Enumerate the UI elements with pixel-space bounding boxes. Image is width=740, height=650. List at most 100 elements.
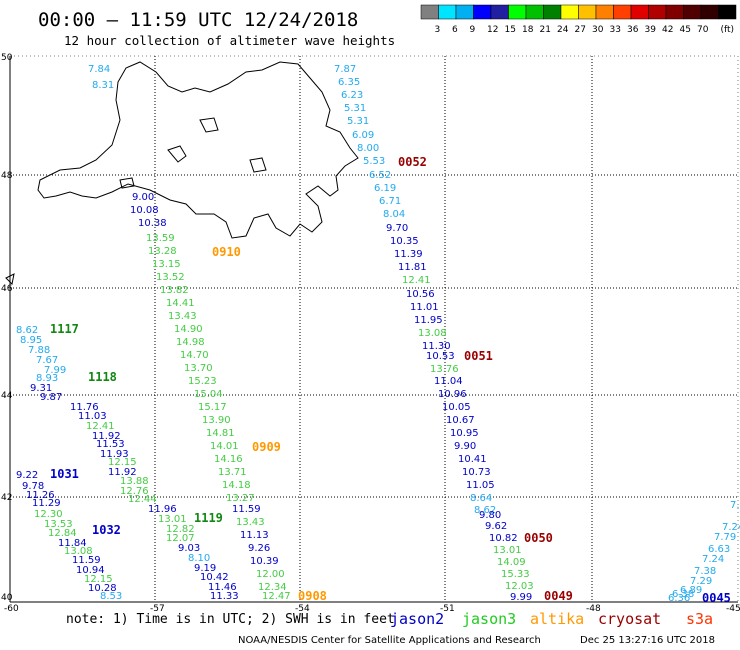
pass-id-label: 0910	[212, 245, 241, 259]
wave-height-label: 6.36	[668, 593, 690, 604]
wave-height-label: 9.26	[248, 543, 270, 554]
wave-height-label: 13.28	[148, 246, 177, 257]
colorbar-swatch	[718, 4, 737, 20]
wave-height-label: 10.96	[438, 389, 467, 400]
page-subtitle: 12 hour collection of altimeter wave hei…	[64, 33, 395, 48]
wave-height-label: 12.07	[166, 533, 195, 544]
wave-height-label: 9.22	[16, 470, 38, 481]
satellite-legend: jason2 jason3 altika cryosat s3a	[390, 610, 713, 628]
lon-label: -48	[586, 604, 601, 614]
wave-height-label: 7.24	[722, 522, 740, 533]
wave-height-label: 13.71	[218, 467, 247, 478]
colorbar-label: 21	[540, 25, 551, 35]
wave-height-label: 11.76	[70, 402, 99, 413]
wave-height-label: 11.53	[96, 439, 125, 450]
wave-height-label: 7.29	[690, 576, 712, 587]
lat-axis-labels: 50 48 46 44 42 40	[1, 53, 13, 603]
wave-height-label: 15.04	[194, 389, 223, 400]
wave-height-label: 9.00	[132, 192, 154, 203]
lon-label: -54	[295, 604, 310, 614]
colorbar-swatch	[420, 4, 439, 20]
wave-height-label: 12.41	[86, 421, 115, 432]
wave-height-label: 7.67	[36, 355, 58, 366]
colorbar-label: 9	[470, 25, 476, 35]
lat-lon-grid	[9, 55, 739, 603]
colorbar-swatch	[648, 4, 667, 20]
wave-height-label: 10.39	[250, 556, 279, 567]
wave-height-label: 8.04	[383, 209, 405, 220]
wave-height-label: 11.29	[32, 498, 61, 509]
wave-height-label: 11.33	[210, 591, 239, 602]
wave-height-label: 12.44	[128, 494, 157, 505]
colorbar-swatch	[455, 4, 474, 20]
wave-height-label: 14.18	[222, 480, 251, 491]
legend-cryosat: cryosat	[598, 610, 661, 628]
wave-height-label: 8.62	[16, 325, 38, 336]
lat-label: 42	[1, 493, 12, 503]
wave-height-label: 13.88	[120, 476, 149, 487]
wave-height-label: 12.15	[84, 574, 113, 585]
wave-height-label: 11.92	[92, 431, 121, 442]
colorbar-label: 6	[452, 25, 458, 35]
colorbar-swatch	[508, 4, 527, 20]
wave-height-label: 14.01	[210, 441, 239, 452]
wave-height-label: 9.03	[178, 543, 200, 554]
wave-height-label: 13.59	[146, 233, 175, 244]
lon-label: -57	[150, 604, 165, 614]
colorbar-label: 30	[592, 25, 604, 35]
wave-height-label: 11.81	[398, 262, 427, 273]
wave-height-label: 14.98	[176, 337, 205, 348]
wave-height-label: 11.30	[422, 341, 451, 352]
wave-height-label: 13.01	[158, 514, 187, 525]
wave-height-label: 10.41	[458, 454, 487, 465]
pass-labels: 0052 0910 1117 1118 0051 0909 1031 1032 1119 0050…	[50, 155, 731, 605]
wave-height-label: 11.39	[394, 249, 423, 260]
footer-note: note: 1) Time is in UTC; 2) SWH is in fe…	[66, 612, 395, 627]
wave-height-label: 10.08	[130, 205, 159, 216]
lat-label: 40	[1, 593, 13, 603]
wave-height-label: 8.64	[470, 493, 492, 504]
wave-height-label: 11.01	[410, 302, 439, 313]
wave-height-label: 10.38	[138, 218, 167, 229]
wave-height-label: 7.99	[44, 365, 66, 376]
wave-height-label: 8.10	[188, 553, 210, 564]
pass-id-label: 0045	[702, 591, 731, 605]
wave-height-label: 9.80	[479, 510, 501, 521]
colorbar-swatch	[613, 4, 632, 20]
wave-height-label: 11.59	[232, 504, 261, 515]
wave-height-label: 13.27	[226, 493, 255, 504]
wave-height-label: 7.24	[702, 554, 724, 565]
wave-height-label: 12.34	[258, 582, 287, 593]
wave-height-label: 8.62	[474, 505, 496, 516]
wave-height-label: 11.59	[72, 555, 101, 566]
wave-height-label: 9.99	[510, 592, 532, 603]
pass-id-label: 0909	[252, 440, 281, 454]
wave-height-label: 14.09	[497, 557, 526, 568]
timestamp: Dec 25 13:27:16 UTC 2018	[580, 635, 715, 646]
wave-height-label: 5.31	[347, 116, 369, 127]
colorbar-label: 15	[505, 25, 516, 35]
wave-height-label: 13.82	[160, 285, 189, 296]
wave-height-label: 9.62	[485, 521, 507, 532]
wave-height-label: 14.16	[214, 454, 243, 465]
wave-height-label: 9.70	[386, 223, 408, 234]
colorbar-swatch	[700, 4, 719, 20]
wave-height-label: 13.76	[430, 364, 459, 375]
wave-height-label: 5.53	[363, 156, 385, 167]
wave-height-label: 7.84	[88, 64, 110, 75]
wave-height-label: 14.81	[206, 428, 235, 439]
wave-height-label: 13.70	[184, 363, 213, 374]
colorbar-swatch	[683, 4, 702, 20]
colorbar-swatch	[490, 4, 509, 20]
wave-height-label: 13.01	[493, 545, 522, 556]
wave-height-label: 10.35	[390, 236, 419, 247]
legend-jason2: jason2	[390, 610, 444, 628]
colorbar-label: 70	[697, 25, 709, 35]
wave-height-label: 11.92	[108, 467, 137, 478]
wave-height-label: 12.47	[262, 591, 291, 602]
wave-height-label: 10.42	[200, 572, 229, 583]
wave-height-label: 13.43	[236, 517, 265, 528]
wave-height-label: 7.88	[28, 345, 50, 356]
colorbar-swatch	[595, 4, 614, 20]
